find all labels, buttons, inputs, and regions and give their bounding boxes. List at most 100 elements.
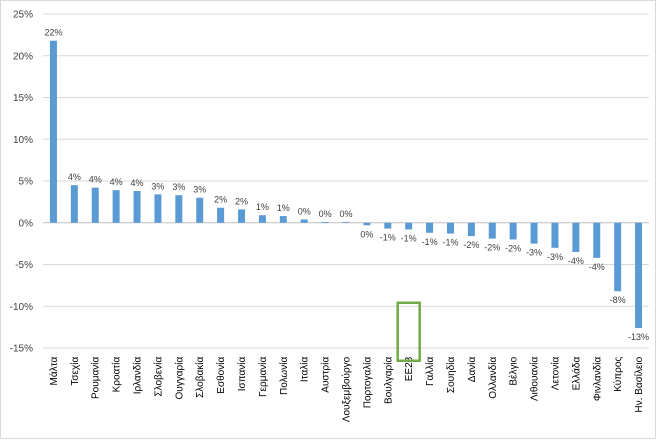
bar (488, 222, 496, 239)
y-tick-label: 10% (13, 135, 33, 146)
bar (384, 222, 392, 229)
highlight-box (396, 301, 421, 362)
y-tick-label: 15% (13, 93, 33, 104)
data-label: -3% (547, 252, 563, 262)
data-label: -8% (610, 295, 626, 305)
category-label: Ρουμανία (90, 357, 102, 399)
category-label: Ελλάδα (570, 357, 582, 391)
data-label: -2% (484, 243, 500, 253)
category-label: Πολωνία (278, 357, 290, 395)
bar (614, 222, 622, 292)
category-label: Πορτογαλία (361, 357, 373, 409)
data-label: 1% (256, 202, 269, 212)
data-label: -1% (442, 238, 458, 248)
bar (70, 185, 78, 223)
category-label: Μάλτα (48, 357, 60, 386)
data-label: 0% (360, 229, 373, 239)
bar (342, 221, 350, 223)
category-label: Ην. Βασίλειο (633, 356, 645, 412)
bar (238, 209, 246, 223)
bar (175, 195, 183, 223)
bar (572, 222, 580, 252)
x-axis-tick-labels: Μάλτα Τσεχία Ρουμανία Κροατία Ιρλανδία Σλοβεν… (48, 301, 645, 422)
bar (446, 222, 454, 234)
data-label: 4% (110, 177, 123, 187)
category-label: Εσθονία (215, 357, 227, 394)
data-label: -2% (463, 240, 479, 250)
y-tick-label: -10% (10, 302, 33, 313)
y-tick-label: 5% (19, 177, 34, 188)
category-label: Κύπρος (612, 357, 624, 392)
category-label: Βουλγαρία (382, 357, 394, 404)
bar (279, 216, 287, 223)
data-label: -3% (526, 248, 542, 258)
category-label: Δανία (466, 357, 478, 383)
category-label: ΕΕ28 (404, 356, 415, 381)
y-tick-label: -15% (10, 344, 33, 355)
data-label: 2% (214, 195, 227, 205)
gridlines (43, 13, 649, 349)
data-label: -4% (589, 262, 605, 272)
y-tick-label: 20% (13, 51, 33, 62)
data-label: 1% (277, 203, 290, 213)
category-label: Γαλλία (424, 357, 436, 387)
data-label: 2% (235, 196, 248, 206)
bar (112, 190, 120, 223)
bar (405, 222, 413, 230)
data-label: -2% (505, 243, 521, 253)
data-label: 4% (68, 172, 81, 182)
y-tick-label: -5% (15, 260, 33, 271)
data-label: -13% (628, 332, 649, 342)
data-label: 3% (172, 182, 185, 192)
category-label: Λιθουανία (529, 357, 541, 401)
bar (635, 222, 643, 328)
bar (258, 215, 266, 223)
category-label: Βέλγιο (508, 356, 520, 385)
category-label: Ουγγαρία (173, 357, 185, 400)
data-label: 3% (193, 185, 206, 195)
category-label: Φινλανδία (591, 357, 603, 402)
category-label: Αυστρία (320, 357, 332, 393)
bar (321, 221, 329, 223)
data-label: 4% (131, 178, 144, 188)
category-label: Ιταλία (299, 357, 311, 383)
category-label: Γερμανία (257, 357, 269, 397)
bars (49, 40, 643, 328)
bar (300, 219, 308, 223)
data-label: 0% (298, 206, 311, 216)
bar (196, 197, 204, 223)
bar (217, 207, 225, 223)
category-label: Σλοβακία (194, 357, 206, 398)
category-label: Λουξεμβούργο (341, 356, 353, 422)
bar (551, 222, 559, 248)
bar (530, 222, 538, 244)
bar (49, 40, 57, 223)
category-label: Ιρλανδία (132, 357, 144, 395)
bar (133, 191, 141, 223)
category-label: Ολλανδία (487, 357, 499, 399)
bar (426, 222, 434, 233)
data-label: -1% (401, 233, 417, 243)
bar (154, 194, 162, 223)
bar (363, 222, 371, 226)
category-label: Σλοβενία (152, 357, 164, 397)
bar (509, 222, 517, 240)
bar (593, 222, 601, 258)
data-label: -1% (380, 233, 396, 243)
data-label: 0% (319, 209, 332, 219)
category-label: Ισπανία (236, 357, 248, 392)
category-label: Σουηδία (445, 357, 457, 394)
bar (467, 222, 475, 237)
data-label: 0% (339, 209, 352, 219)
y-tick-label: 0% (19, 218, 34, 229)
data-label: -1% (422, 237, 438, 247)
category-label: Κροατία (111, 357, 123, 393)
data-label: 3% (151, 181, 164, 191)
bar (91, 187, 99, 223)
category-label: Τσεχία (69, 357, 81, 386)
y-tick-label: 25% (13, 10, 33, 21)
data-label: 4% (89, 175, 102, 185)
category-label: Λετονία (549, 357, 561, 391)
